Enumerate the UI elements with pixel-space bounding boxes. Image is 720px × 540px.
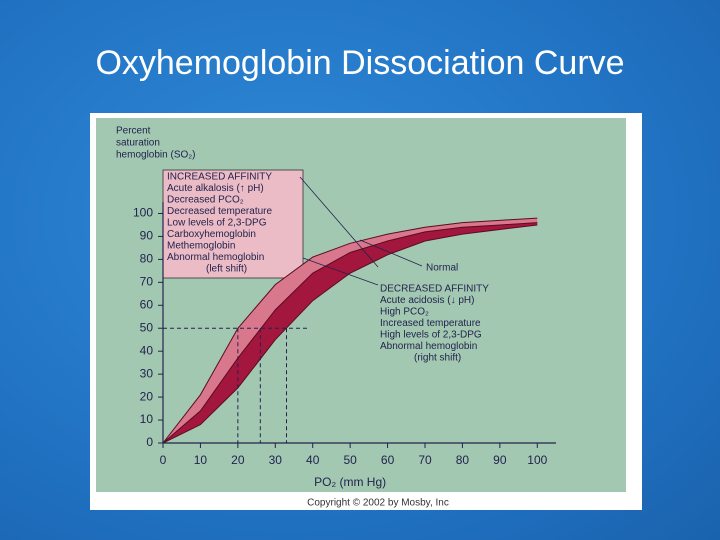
x-tick-label: 70 xyxy=(418,453,432,467)
x-tick-label: 30 xyxy=(269,453,283,467)
curve xyxy=(162,224,538,444)
annotation-text: Abnormal hemoglobin xyxy=(380,341,477,352)
x-axis-label: PO₂ (mm Hg) xyxy=(314,475,386,489)
y-tick-label: 80 xyxy=(140,252,154,266)
y-axis-label: Percent xyxy=(116,126,151,137)
y-tick-label: 30 xyxy=(140,366,154,380)
annotation-text: INCREASED AFFINITY xyxy=(167,172,272,183)
annotation-text: Abnormal hemoglobin xyxy=(167,252,264,263)
leader-line xyxy=(299,176,379,268)
annotation-text: High PCO₂ xyxy=(380,307,429,318)
x-tick-label: 40 xyxy=(306,453,320,467)
annotation-text: Acute acidosis (↓ pH) xyxy=(380,295,474,306)
curve xyxy=(162,222,538,444)
y-tick-label: 100 xyxy=(133,206,153,220)
y-tick-label: 20 xyxy=(140,389,154,403)
annotation-text: (left shift) xyxy=(206,264,247,275)
annotation-text: Increased temperature xyxy=(380,318,481,329)
y-axis-label: saturation xyxy=(116,138,160,149)
y-tick-label: 50 xyxy=(140,320,154,334)
annotation-text: Carboxyhemoglobin xyxy=(167,229,256,240)
annotation-text: DECREASED AFFINITY xyxy=(380,284,489,295)
y-tick-label: 40 xyxy=(140,343,154,357)
y-axis-label: hemoglobin (SO₂) xyxy=(116,150,195,161)
y-tick-label: 90 xyxy=(140,229,154,243)
x-tick-label: 90 xyxy=(493,453,507,467)
x-tick-label: 100 xyxy=(527,453,547,467)
annotation-text: High levels of 2,3-DPG xyxy=(380,330,482,341)
y-tick-label: 70 xyxy=(140,275,154,289)
x-tick-label: 60 xyxy=(381,453,395,467)
annotation-box xyxy=(162,169,304,279)
slide-title: Oxyhemoglobin Dissociation Curve xyxy=(95,44,625,82)
annotation-text: Decreased PCO₂ xyxy=(167,195,244,206)
y-tick-label: 10 xyxy=(140,412,154,426)
curve xyxy=(162,217,538,444)
band-fill xyxy=(163,222,538,443)
annotation-text: (right shift) xyxy=(414,353,461,364)
x-tick-label: 50 xyxy=(343,453,357,467)
annotation-text: Acute alkalosis (↑ pH) xyxy=(167,183,264,194)
copyright: Copyright © 2002 by Mosby, Inc xyxy=(307,498,449,509)
x-tick-label: 0 xyxy=(160,453,167,467)
x-tick-label: 10 xyxy=(194,453,208,467)
leader-line xyxy=(302,257,379,286)
x-tick-label: 80 xyxy=(456,453,470,467)
annotation-text: Low levels of 2,3-DPG xyxy=(167,218,267,229)
y-tick-label: 60 xyxy=(140,297,154,311)
y-tick-label: 0 xyxy=(146,435,153,449)
annotation-text: Decreased temperature xyxy=(167,206,272,217)
normal-label: Normal xyxy=(426,263,458,274)
x-tick-label: 20 xyxy=(231,453,245,467)
annotation-text: Methemoglobin xyxy=(167,241,235,252)
leader-line xyxy=(359,239,423,267)
